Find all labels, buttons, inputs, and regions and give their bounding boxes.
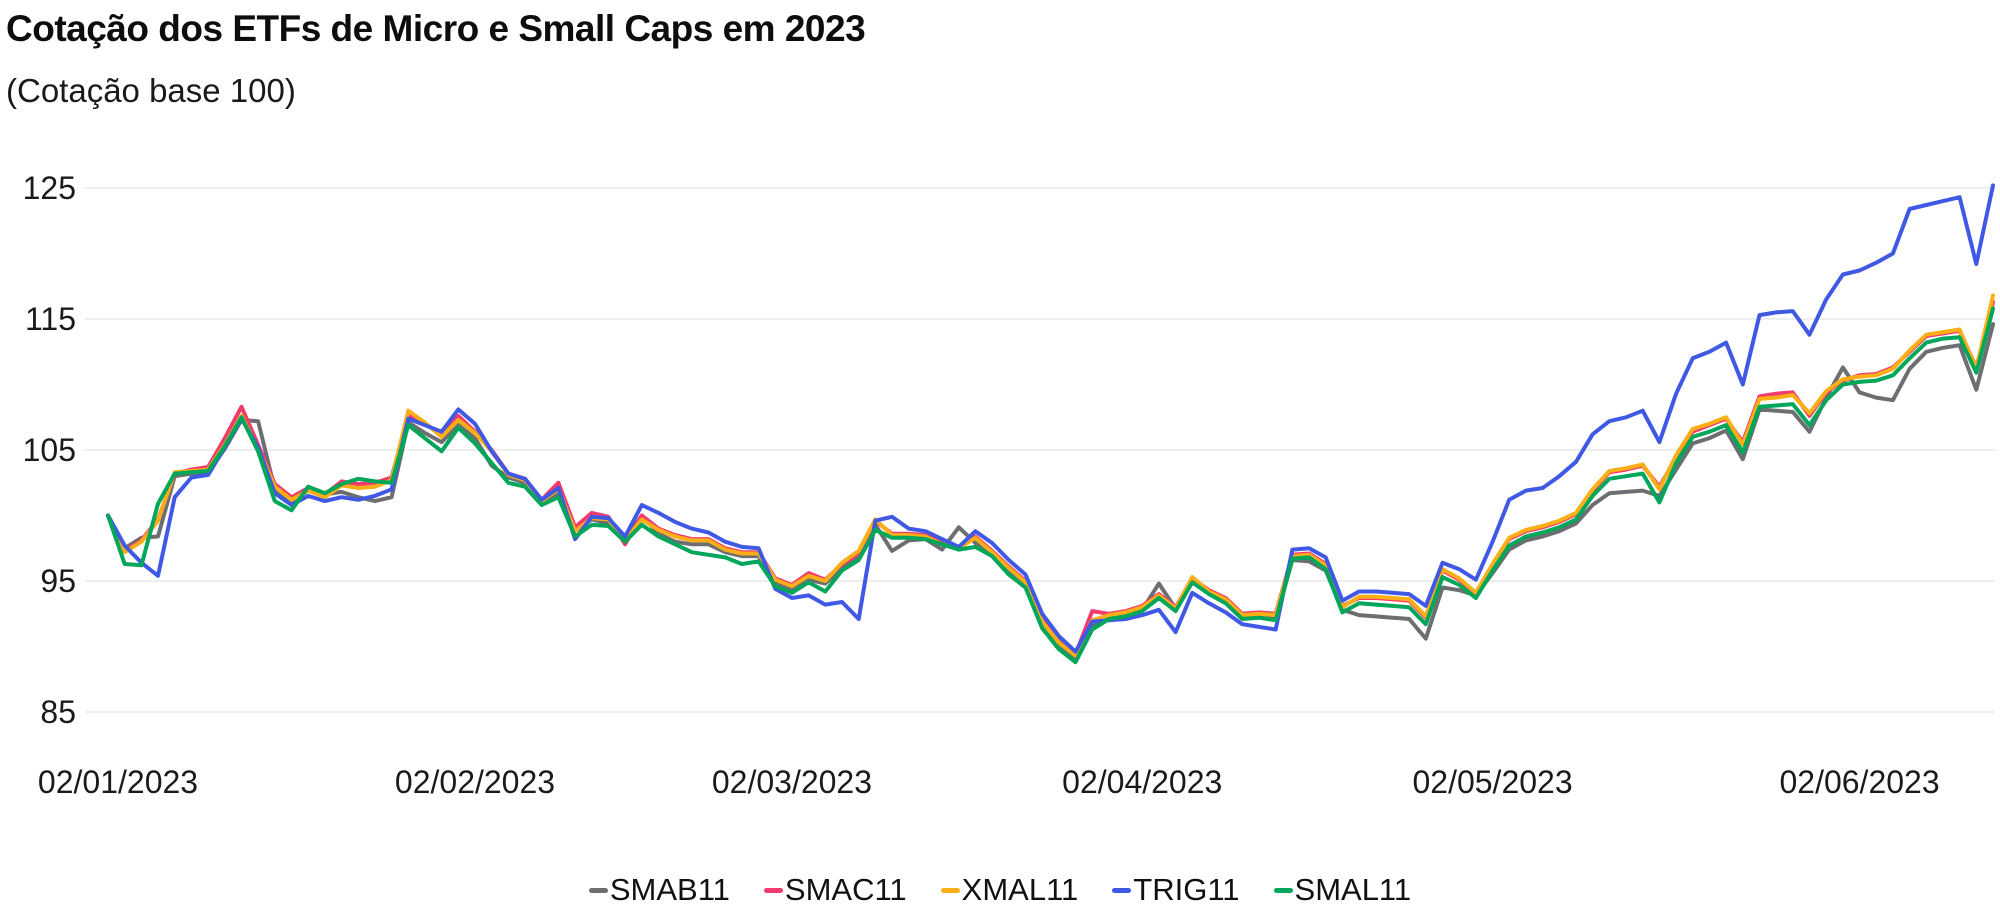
chart-title: Cotação dos ETFs de Micro e Small Caps e… xyxy=(6,8,866,49)
x-axis-tick-4: 02/04/2023 xyxy=(1062,764,1222,800)
y-axis-tick-125: 125 xyxy=(23,170,76,206)
legend-label: XMAL11 xyxy=(961,872,1079,907)
legend-dash-icon xyxy=(1112,887,1132,893)
legend-dash-icon xyxy=(588,887,608,893)
y-axis-tick-115: 115 xyxy=(25,301,76,337)
legend-item-SMAC11[interactable]: SMAC11 xyxy=(763,872,907,908)
line-TRIG11 xyxy=(106,183,1995,654)
legend-item-XMAL11[interactable]: XMAL11 xyxy=(940,872,1079,908)
y-axis-tick-85: 85 xyxy=(40,694,76,730)
x-axis-tick-2: 02/02/2023 xyxy=(395,764,555,800)
legend-item-SMAB11[interactable]: SMAB11 xyxy=(588,872,730,908)
legend-label: TRIG11 xyxy=(1133,872,1240,907)
legend-dash-icon xyxy=(763,887,783,893)
legend-item-SMAL11[interactable]: SMAL11 xyxy=(1273,872,1412,908)
x-axis-tick-1: 02/01/2023 xyxy=(38,764,198,800)
x-axis-tick-3: 02/03/2023 xyxy=(712,764,872,800)
line-SMAL11 xyxy=(106,306,1995,665)
y-axis-tick-95: 95 xyxy=(40,563,76,599)
legend-item-TRIG11[interactable]: TRIG11 xyxy=(1112,872,1240,908)
legend-label: SMAB11 xyxy=(609,872,730,907)
legend-dash-icon xyxy=(1273,887,1293,893)
y-axis-tick-105: 105 xyxy=(23,432,76,468)
x-axis-tick-6: 02/06/2023 xyxy=(1779,764,1939,800)
legend-label: SMAL11 xyxy=(1294,872,1412,907)
x-axis-tick-5: 02/05/2023 xyxy=(1412,764,1572,800)
legend-label: SMAC11 xyxy=(784,872,907,907)
line-XMAL11 xyxy=(106,293,1995,658)
chart-subtitle: (Cotação base 100) xyxy=(6,72,296,109)
legend: SMAB11 SMAC11 XMAL11 TRIG11 SMAL11 xyxy=(0,872,2000,908)
legend-dash-icon xyxy=(940,887,960,893)
